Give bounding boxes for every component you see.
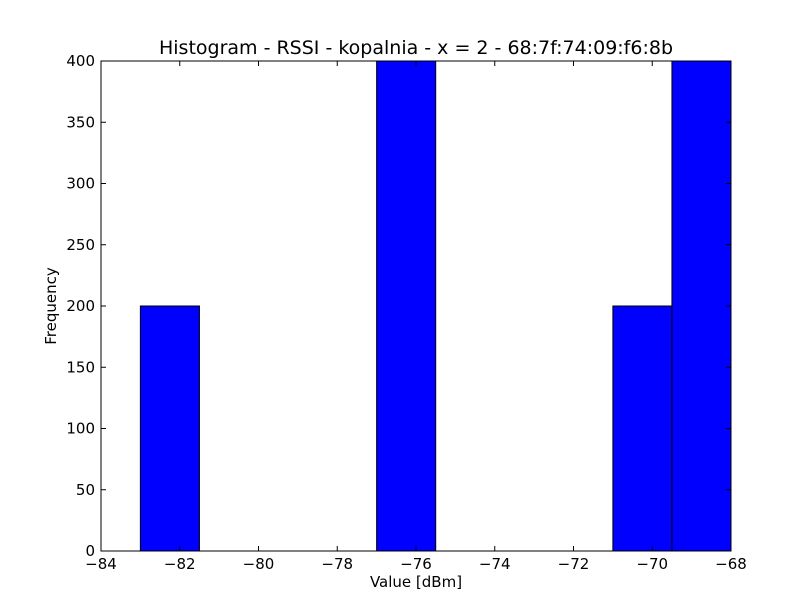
x-tick-label: −78 — [321, 555, 353, 573]
y-tick-label: 300 — [66, 175, 95, 193]
y-tick-label: 200 — [66, 297, 95, 315]
y-tick-label: 400 — [66, 52, 95, 70]
x-tick-label: −70 — [636, 555, 668, 573]
x-tick-label: −76 — [400, 555, 432, 573]
x-tick-label: −68 — [715, 555, 747, 573]
histogram-bar-8 — [612, 305, 673, 552]
x-tick-label: −82 — [164, 555, 196, 573]
histogram-bar-9 — [671, 60, 732, 552]
x-tick-label: −80 — [243, 555, 275, 573]
y-tick-label: 100 — [66, 420, 95, 438]
chart-title: Histogram - RSSI - kopalnia - x = 2 - 68… — [159, 37, 673, 59]
histogram-bar-4 — [376, 60, 437, 552]
histogram-bar-0 — [139, 305, 200, 552]
y-tick-label: 150 — [66, 358, 95, 376]
x-tick-label: −84 — [85, 555, 117, 573]
x-axis-label: Value [dBm] — [370, 573, 462, 591]
y-tick-label: 50 — [76, 481, 95, 499]
bars-layer — [139, 60, 732, 552]
x-tick-label: −72 — [558, 555, 590, 573]
y-tick-label: 250 — [66, 236, 95, 254]
y-axis-label: Frequency — [42, 267, 60, 345]
x-tick-label: −74 — [479, 555, 511, 573]
y-tick-label: 350 — [66, 113, 95, 131]
y-tick-label: 0 — [85, 542, 95, 560]
ticks-layer: −84 −82 −80 −78 −76 −74 −72 −70 −68 0 50 100 150 200 2… — [66, 52, 746, 573]
